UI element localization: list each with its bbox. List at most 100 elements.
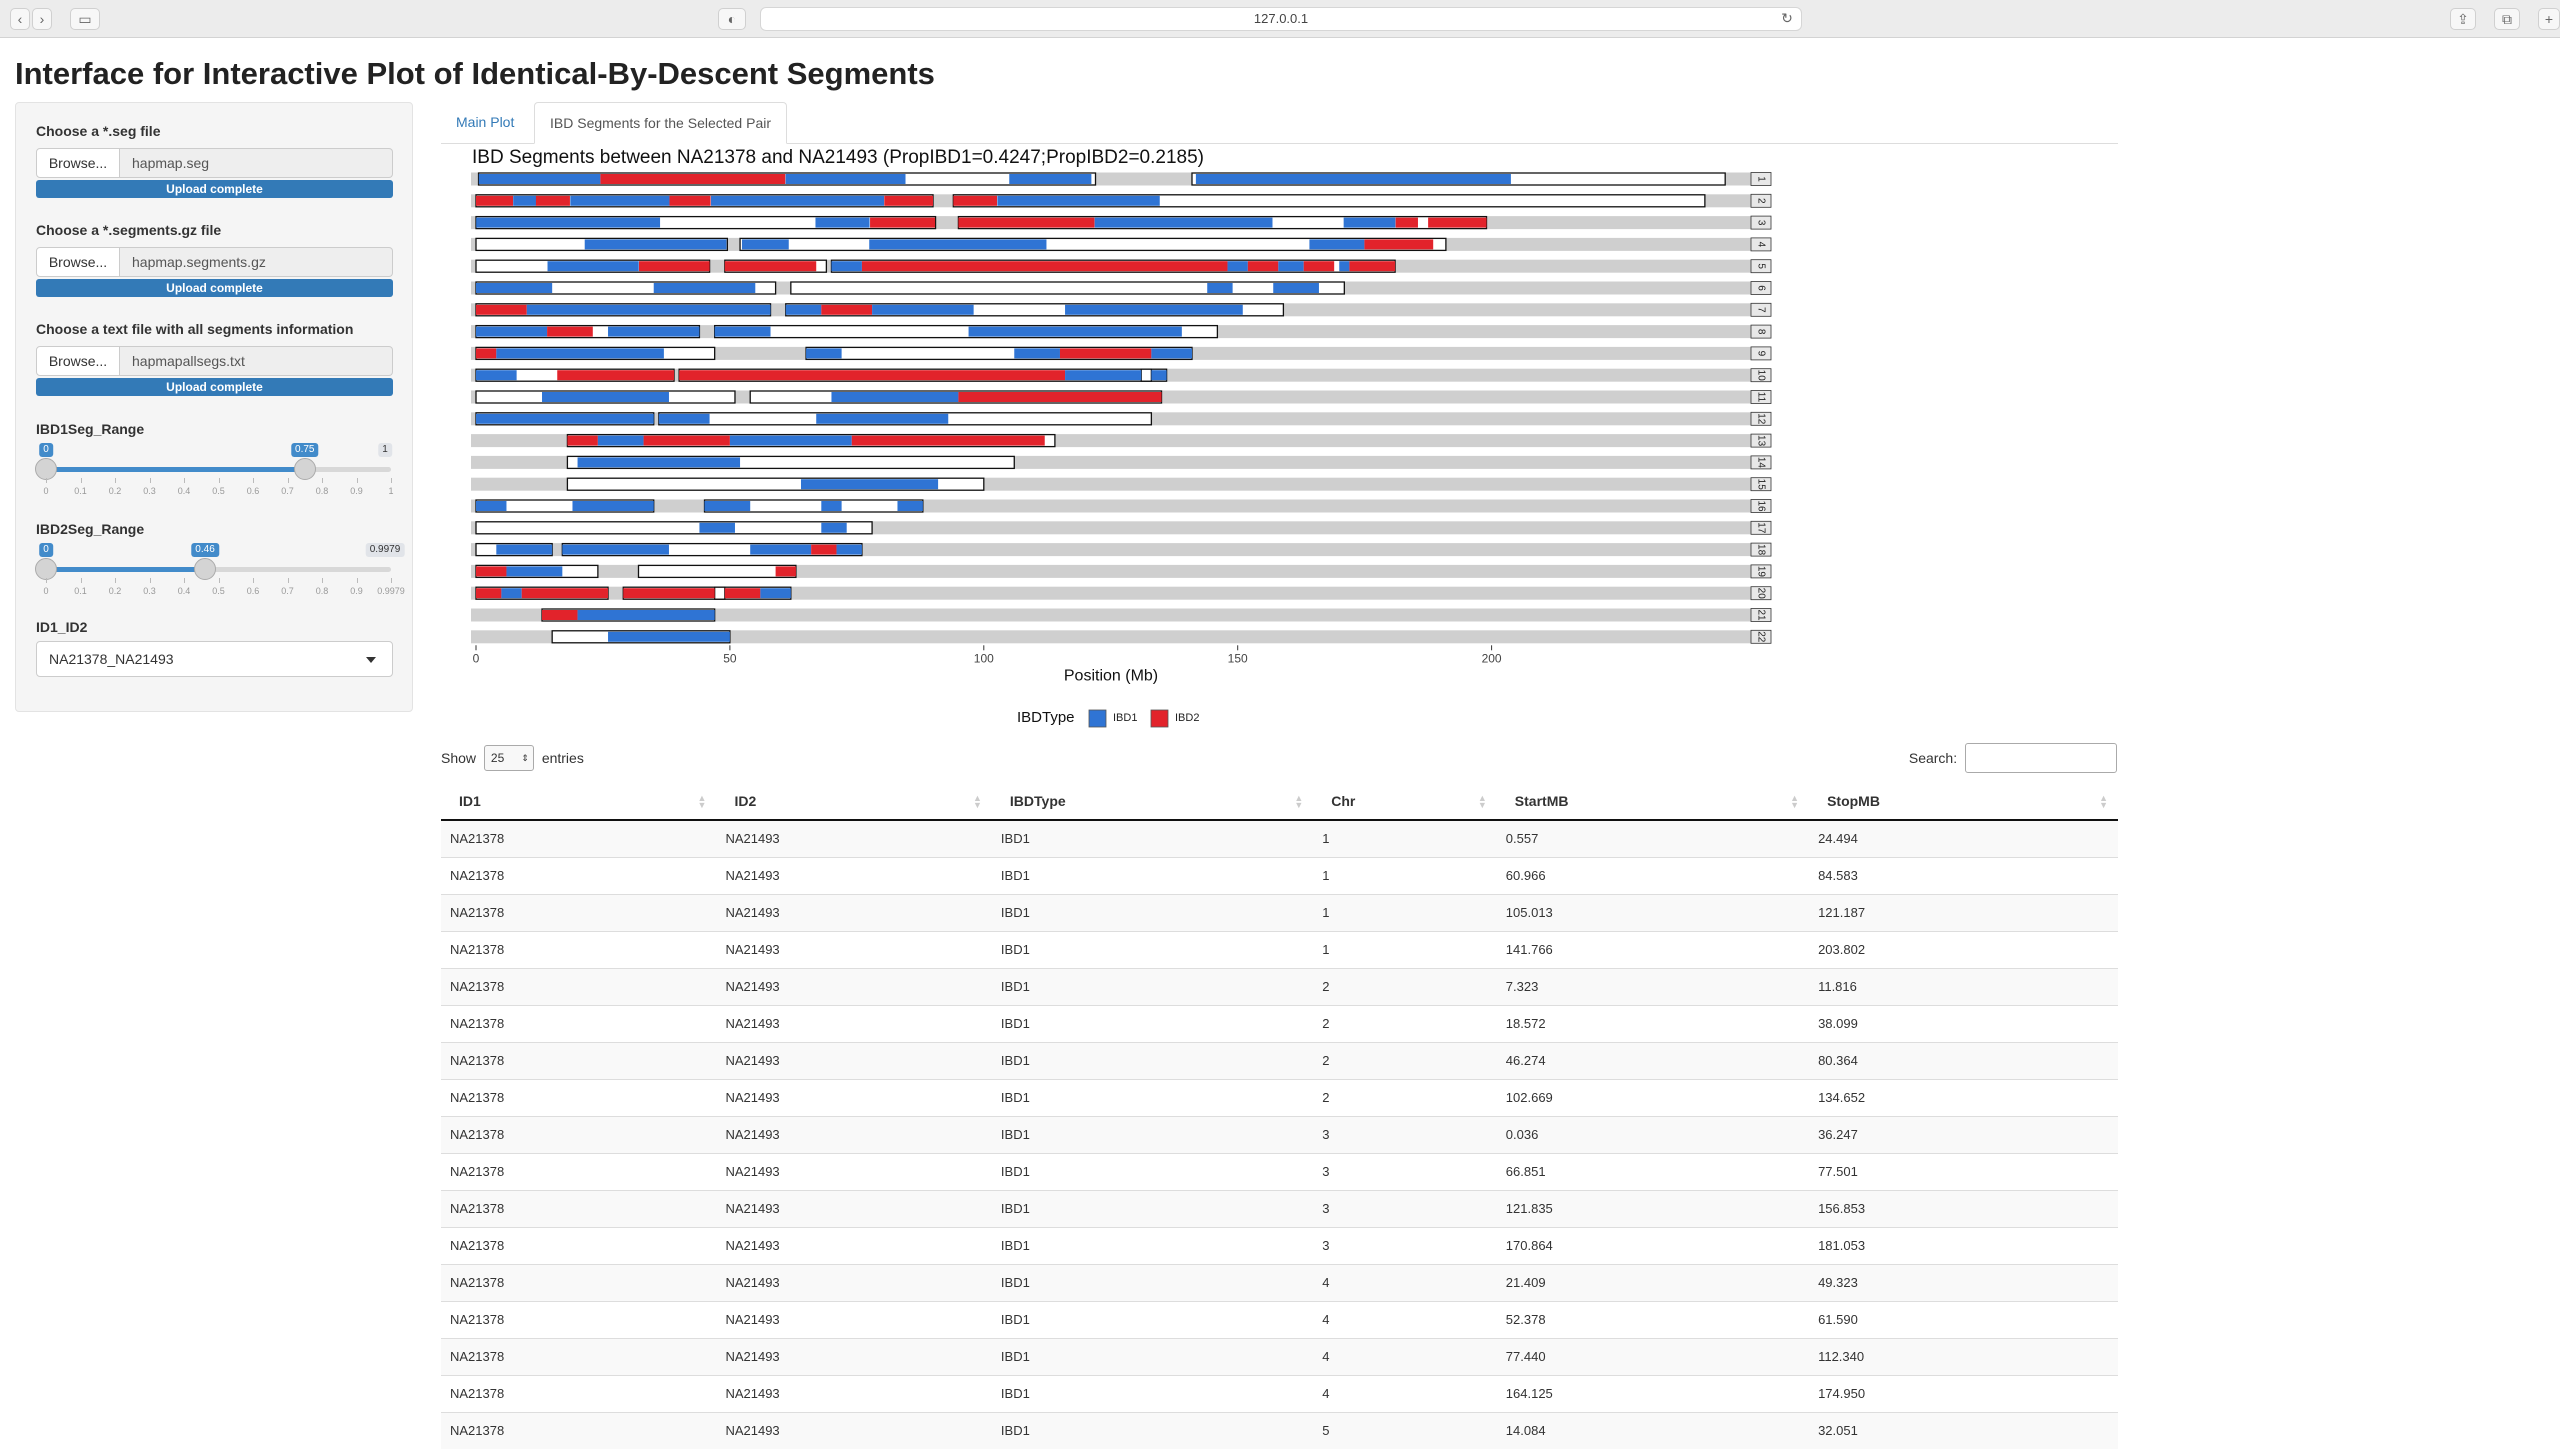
table-row[interactable]: NA21378 NA21493 IBD1 4 52.378 61.590 — [441, 1300, 2118, 1338]
table-row[interactable]: NA21378 NA21493 IBD1 1 141.766 203.802 — [441, 930, 2118, 968]
table-row[interactable]: NA21378 NA21493 IBD1 2 18.572 38.099 — [441, 1004, 2118, 1042]
table-cell: IBD1 — [991, 1189, 1314, 1227]
table-row[interactable]: NA21378 NA21493 IBD1 3 121.835 156.853 — [441, 1189, 2118, 1227]
ibd-segments-chart: IBD Segments between NA21378 and NA21493… — [471, 147, 1772, 728]
chromosome-strip — [1750, 237, 1772, 252]
ibd-segment-bar — [506, 566, 563, 577]
ibd-segment-bar — [1059, 348, 1152, 359]
table-cell: 134.652 — [1809, 1078, 2118, 1116]
column-header-id2[interactable]: ID2 ▲ ▼ — [716, 783, 992, 821]
tabs-overview-icon[interactable]: ⧉ — [2494, 8, 2520, 30]
privacy-shield-icon[interactable]: ◐ — [718, 8, 746, 30]
table-row[interactable]: NA21378 NA21493 IBD1 4 21.409 49.323 — [441, 1263, 2118, 1301]
table-cell: 52.378 — [1496, 1300, 1810, 1338]
ibd-segment-bar — [1303, 261, 1335, 272]
table-row[interactable]: NA21378 NA21493 IBD1 1 105.013 121.187 — [441, 893, 2118, 931]
browse-button[interactable]: Browse... — [36, 346, 120, 376]
column-header-chr[interactable]: Chr ▲ ▼ — [1313, 783, 1497, 821]
chromosome-label: 5 — [1755, 263, 1766, 269]
ibd-segment-bar — [476, 195, 514, 206]
segments-file-input[interactable]: Browse... hapmap.segments.gz — [36, 247, 393, 277]
ibd-segment-bar — [800, 479, 939, 490]
forward-button[interactable]: › — [32, 8, 52, 30]
entries-value: 25 — [490, 751, 505, 765]
table-cell: 102.669 — [1496, 1078, 1810, 1116]
ibd-segment-bar — [1151, 348, 1192, 359]
slider-handle-to[interactable] — [194, 558, 217, 580]
ibd1-range-slider[interactable]: 0 0.75 1 0 0.1 0.2 0.3 0.4 0.5 0.6 0.7 0.8 0.9 1 — [35, 443, 394, 499]
table-row[interactable]: NA21378 NA21493 IBD1 2 102.669 134.652 — [441, 1078, 2118, 1116]
slider-tick — [184, 478, 185, 483]
legend-swatch — [1088, 709, 1107, 728]
table-row[interactable]: NA21378 NA21493 IBD1 1 60.966 84.583 — [441, 856, 2118, 894]
tab-ibd-segments[interactable]: IBD Segments for the Selected Pair — [534, 102, 787, 144]
slider-handle-to[interactable] — [293, 458, 316, 480]
ibd-segment-bar — [679, 370, 1066, 381]
tab-bar: Main Plot IBD Segments for the Selected … — [441, 102, 2118, 144]
ibd-segment-bar — [1395, 217, 1418, 228]
table-cell: NA21378 — [441, 893, 717, 931]
table-row[interactable]: NA21378 NA21493 IBD1 2 46.274 80.364 — [441, 1041, 2118, 1079]
table-row[interactable]: NA21378 NA21493 IBD1 3 66.851 77.501 — [441, 1152, 2118, 1190]
slider-tick — [287, 578, 289, 583]
chromosome-background-bar — [471, 630, 1751, 644]
table-cell: NA21493 — [716, 1263, 992, 1301]
seg-file-input[interactable]: Browse... hapmap.seg — [36, 148, 393, 178]
table-cell: 5 — [1313, 1411, 1497, 1449]
table-row[interactable]: NA21378 NA21493 IBD1 4 164.125 174.950 — [441, 1374, 2118, 1412]
table-row[interactable]: NA21378 NA21493 IBD1 3 0.036 36.247 — [441, 1115, 2118, 1153]
table-row[interactable]: NA21378 NA21493 IBD1 3 170.864 181.053 — [441, 1226, 2118, 1264]
chromosome-label: 12 — [1755, 413, 1766, 425]
browse-button[interactable]: Browse... — [36, 247, 120, 277]
table-cell: NA21378 — [441, 1300, 717, 1338]
table-row[interactable]: NA21378 NA21493 IBD1 2 7.323 11.816 — [441, 967, 2118, 1005]
slider-handle-from[interactable] — [35, 558, 57, 580]
pair-select[interactable]: NA21378_NA21493 — [36, 641, 393, 677]
chromosome-label: 2 — [1755, 198, 1766, 204]
search-input[interactable] — [1965, 743, 2117, 773]
slider-tick-label: 0 — [43, 586, 49, 596]
ibd-segment-bar — [851, 435, 1045, 446]
slider-tick — [46, 478, 47, 483]
x-axis-tick-label: 200 — [1482, 651, 1502, 665]
slider-tick-label: 1 — [388, 486, 394, 496]
column-header-ibdtype[interactable]: IBDType ▲ ▼ — [991, 783, 1314, 821]
chromosome-label: 20 — [1755, 588, 1766, 600]
slider-tick-label: 0.7 — [281, 586, 294, 596]
share-icon[interactable]: ⇪ — [2450, 8, 2476, 30]
tab-main-plot[interactable]: Main Plot — [456, 114, 515, 130]
ibd-segment-bar — [958, 217, 1095, 228]
sidebar-panel: Choose a *.seg file Browse... hapmap.seg… — [15, 102, 413, 712]
slider-tick — [46, 578, 47, 583]
column-header-startmb[interactable]: StartMB ▲ ▼ — [1496, 783, 1810, 821]
table-cell: IBD1 — [991, 930, 1314, 968]
table-cell: 3 — [1313, 1115, 1497, 1153]
slider-tick — [115, 478, 116, 483]
ibd2-range-slider[interactable]: 0 0.46 0.9979 0 0.1 0.2 0.3 0.4 0.5 0.6 0.7 0.8 0.9 0… — [35, 543, 405, 599]
table-cell: NA21493 — [716, 1004, 992, 1042]
ibd-segment-bar — [623, 588, 715, 599]
column-header-id1[interactable]: ID1 ▲ ▼ — [441, 783, 717, 821]
table-row[interactable]: NA21378 NA21493 IBD1 5 14.084 32.051 — [441, 1411, 2118, 1449]
table-cell: IBD1 — [991, 893, 1314, 931]
address-bar[interactable]: 127.0.0.1 — [760, 7, 1802, 31]
slider-tick-label: 0.4 — [177, 486, 191, 496]
slider-tick — [80, 578, 82, 583]
slider-handle-from[interactable] — [35, 458, 57, 480]
reload-icon[interactable]: ↻ — [1781, 10, 1793, 26]
slider-tick — [391, 578, 392, 583]
back-button[interactable]: ‹ — [10, 8, 30, 30]
table-row[interactable]: NA21378 NA21493 IBD1 4 77.440 112.340 — [441, 1337, 2118, 1375]
table-cell: NA21378 — [441, 930, 717, 968]
sidebar-toggle-icon[interactable]: ▭ — [70, 8, 100, 30]
slider-track[interactable] — [46, 567, 391, 572]
pair-select-value: NA21378_NA21493 — [49, 651, 174, 667]
chromosome-strip — [1750, 390, 1772, 404]
x-axis-tick-label: 50 — [723, 651, 737, 665]
allsegs-file-input[interactable]: Browse... hapmapallsegs.txt — [36, 346, 393, 376]
browse-button[interactable]: Browse... — [36, 148, 120, 178]
new-tab-icon[interactable]: + — [2538, 8, 2560, 30]
column-header-stopmb[interactable]: StopMB ▲ ▼ — [1809, 783, 2118, 821]
entries-select[interactable]: 25 ⇕ — [483, 745, 534, 771]
table-row[interactable]: NA21378 NA21493 IBD1 1 0.557 24.494 — [441, 819, 2118, 857]
